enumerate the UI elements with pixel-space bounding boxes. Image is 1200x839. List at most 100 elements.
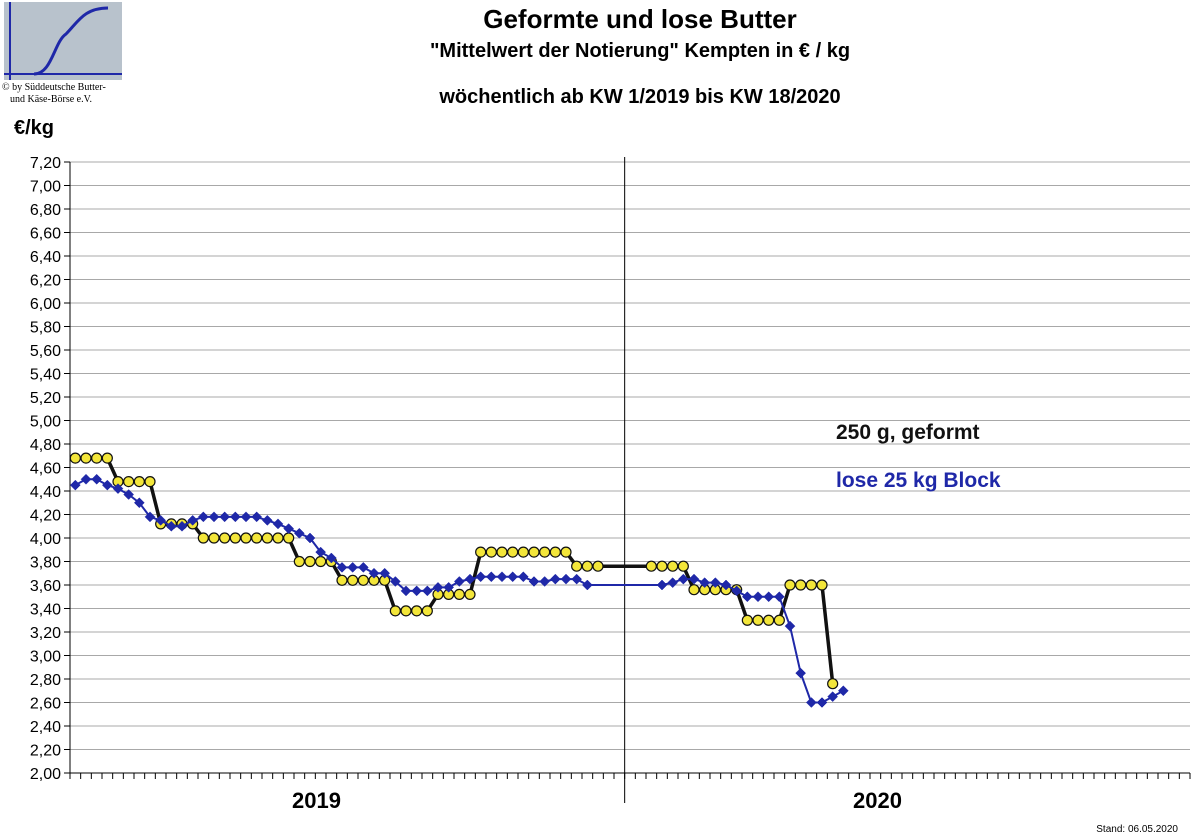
data-point-block [656, 579, 668, 591]
data-point-block [197, 511, 209, 523]
data-point-geformt [816, 579, 828, 591]
data-point-geformt [571, 560, 583, 572]
data-point-geformt [539, 546, 551, 558]
data-point-geformt [475, 546, 487, 558]
data-point-geformt [133, 476, 145, 488]
data-point-geformt [688, 584, 700, 596]
data-point-geformt [581, 560, 593, 572]
y-tick-label: 2,40 [30, 719, 61, 736]
y-axis-label: €/kg [14, 117, 55, 139]
data-point-block [731, 585, 743, 597]
data-point-geformt [336, 574, 348, 586]
chart-subtitle: "Mittelwert der Notierung" Kempten in € … [429, 40, 851, 62]
chart-subtitle-period: wöchentlich ab KW 1/2019 bis KW 18/2020 [439, 86, 841, 108]
x-group-label-2019: 2019 [292, 788, 341, 813]
data-point-block [549, 573, 561, 585]
data-point-block [677, 573, 689, 585]
data-point-geformt [645, 560, 657, 572]
legend-label-geformt: 250 g, geformt [836, 421, 980, 444]
y-tick-label: 2,20 [30, 743, 61, 760]
data-point-block [315, 546, 327, 558]
data-point-geformt [411, 605, 423, 617]
y-tick-label: 4,80 [30, 437, 61, 454]
data-point-block [667, 577, 679, 589]
data-point-geformt [123, 476, 135, 488]
data-point-geformt [304, 555, 316, 568]
data-point-block [229, 511, 241, 523]
data-point-block [571, 573, 583, 585]
data-point-geformt [741, 614, 753, 626]
data-point-block [464, 573, 476, 585]
data-point-geformt [261, 532, 273, 544]
y-tick-label: 6,00 [30, 296, 61, 313]
y-tick-label: 2,60 [30, 696, 61, 713]
data-point-block [805, 697, 817, 708]
data-point-geformt [517, 546, 529, 558]
data-point-geformt [251, 532, 263, 544]
y-tick-label: 6,60 [30, 226, 61, 243]
data-point-geformt [80, 452, 92, 464]
data-point-block [443, 581, 455, 593]
data-point-block [560, 573, 572, 585]
logo-curve [33, 6, 109, 76]
data-point-block [784, 620, 796, 632]
stand-date: Stand: 06.05.2020 [1096, 824, 1178, 835]
data-point-geformt [101, 452, 113, 464]
data-point-block [144, 511, 156, 523]
data-point-block [165, 520, 177, 532]
y-tick-label: 6,40 [30, 249, 61, 266]
data-point-geformt [144, 476, 156, 488]
data-point-geformt [677, 560, 689, 572]
data-point-geformt [656, 560, 668, 572]
data-point-block [283, 523, 295, 534]
data-point-block [261, 515, 273, 526]
data-point-geformt [549, 546, 561, 558]
data-point-geformt [283, 532, 295, 544]
data-point-block [453, 576, 465, 587]
data-point-block [176, 520, 188, 532]
logo-caption-line1: © by Süddeutsche Butter- [2, 82, 106, 93]
logo-background [4, 2, 122, 80]
data-point-block [80, 473, 92, 485]
y-tick-label: 3,60 [30, 578, 61, 595]
data-point-block [187, 515, 199, 526]
data-point-block [517, 571, 529, 583]
data-point-block [69, 479, 81, 491]
data-point-geformt [293, 555, 305, 568]
data-point-block [325, 552, 337, 564]
data-point-geformt [752, 614, 764, 626]
y-tick-label: 4,60 [30, 461, 61, 478]
data-point-block [411, 585, 423, 597]
y-tick-label: 2,00 [30, 766, 61, 783]
data-point-block [432, 581, 444, 593]
data-point-block [539, 576, 551, 587]
data-point-geformt [272, 532, 284, 544]
data-point-block [379, 567, 391, 579]
boerse-logo [4, 2, 122, 80]
y-tick-label: 5,80 [30, 320, 61, 337]
data-point-block [421, 585, 433, 597]
y-tick-label: 4,40 [30, 484, 61, 501]
data-point-block [581, 579, 593, 591]
data-point-block [763, 591, 775, 603]
data-point-geformt [592, 560, 604, 572]
data-point-block [389, 576, 401, 587]
y-tick-label: 6,20 [30, 273, 61, 290]
data-point-geformt [496, 546, 508, 558]
data-point-block [741, 591, 753, 603]
y-tick-label: 3,00 [30, 649, 61, 666]
series-line-geformt [75, 456, 835, 684]
data-point-block [219, 511, 231, 523]
data-point-block [816, 697, 828, 708]
data-point-block [155, 515, 167, 526]
data-point-geformt [389, 605, 401, 617]
data-point-geformt [421, 605, 433, 617]
logo-caption-line2: und Käse-Börse e.V. [10, 94, 93, 105]
data-point-geformt [197, 532, 209, 544]
data-point-geformt [91, 452, 103, 464]
data-point-geformt [485, 546, 497, 558]
data-point-geformt [219, 532, 231, 544]
y-tick-label: 3,80 [30, 555, 61, 572]
data-point-block [400, 585, 412, 597]
